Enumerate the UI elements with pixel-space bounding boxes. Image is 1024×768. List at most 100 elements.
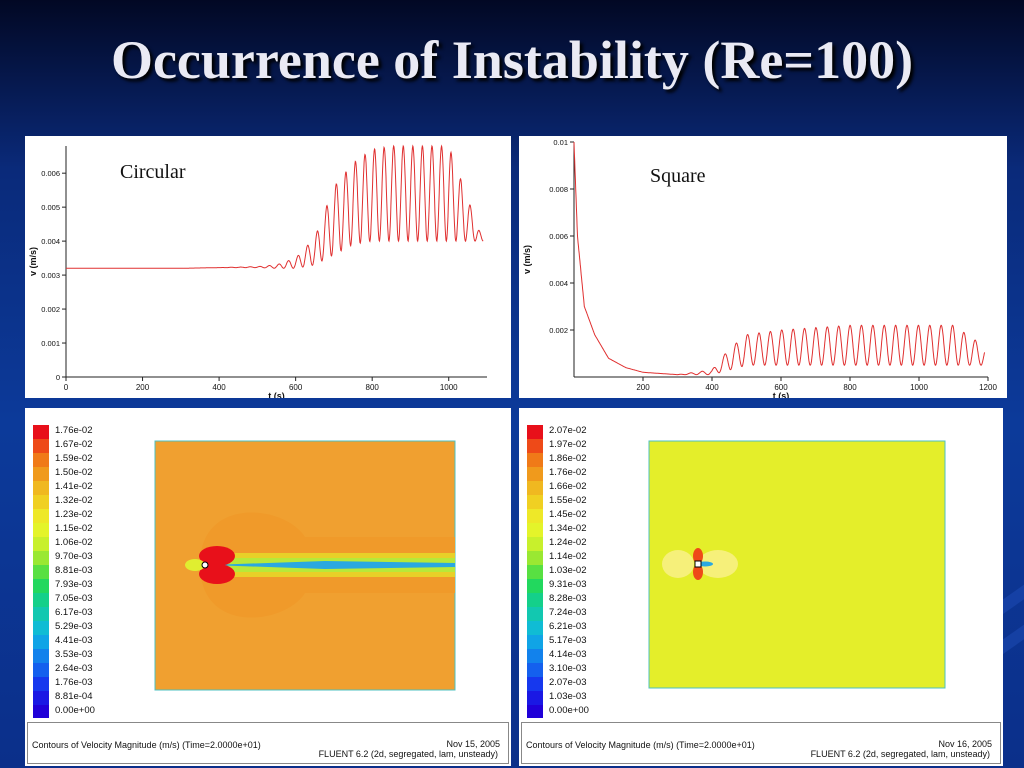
- circular-contour-svg: 1.76e-02 1.67e-02 1.59e-02 1.50e-02 1.41e-02…: [33, 425, 456, 718]
- high-velocity-lobe: [199, 546, 235, 566]
- high-velocity-lobe: [693, 548, 703, 564]
- series-line: [573, 141, 986, 376]
- x-axis-label: t (s): [773, 391, 790, 398]
- legend-swatch: [33, 621, 49, 635]
- legend-swatch: [527, 649, 543, 663]
- circular-chart-svg: 0 200 400 600 800 1000 0 0.001 0.002 0.003 0.004 0.…: [28, 144, 487, 398]
- x-tick-label: 400: [705, 383, 719, 392]
- high-velocity-lobe: [693, 564, 703, 580]
- legend-label: 1.23e-02: [55, 509, 93, 520]
- circular-cylinder: [201, 561, 209, 569]
- legend-swatch: [33, 439, 49, 453]
- footer-caption: Contours of Velocity Magnitude (m/s) (Ti…: [526, 740, 755, 750]
- legend-swatch: [33, 565, 49, 579]
- downstream-lobe: [698, 550, 738, 578]
- footer-caption: Contours of Velocity Magnitude (m/s) (Ti…: [32, 740, 261, 750]
- legend-label: 1.86e-02: [549, 453, 587, 464]
- y-tick-label: 0.002: [41, 305, 60, 314]
- legend-swatch: [33, 579, 49, 593]
- legend-swatch: [33, 607, 49, 621]
- legend-swatch: [527, 467, 543, 481]
- legend-label: 7.24e-03: [549, 607, 587, 618]
- legend-swatch: [527, 523, 543, 537]
- legend-label: 1.41e-02: [55, 481, 93, 492]
- y-tick-label: 0.006: [549, 232, 568, 241]
- legend-swatch: [527, 579, 543, 593]
- stagnation-zone: [185, 559, 205, 571]
- legend-swatch: [33, 523, 49, 537]
- legend-swatch: [527, 495, 543, 509]
- legend-label: 1.03e-02: [549, 565, 587, 576]
- legend-swatch: [527, 663, 543, 677]
- legend-swatch: [33, 481, 49, 495]
- legend-label: 8.28e-03: [549, 593, 587, 604]
- legend-label: 1.32e-02: [55, 495, 93, 506]
- legend-swatch: [33, 677, 49, 691]
- y-tick-label: 0.01: [553, 138, 568, 147]
- legend-swatch: [527, 677, 543, 691]
- footer-solver: FLUENT 6.2 (2d, segregated, lam, unstead…: [318, 749, 498, 759]
- legend-swatch: [527, 453, 543, 467]
- y-tick-label: 0.001: [41, 339, 60, 348]
- legend-swatch: [33, 495, 49, 509]
- x-tick-label: 1200: [979, 383, 997, 392]
- legend-label: 3.53e-03: [55, 649, 93, 660]
- legend-label: 8.81e-03: [55, 565, 93, 576]
- legend-label: 2.07e-03: [549, 677, 587, 688]
- y-tick-label: 0.006: [41, 169, 60, 178]
- circular-contour-plot: 1.76e-02 1.67e-02 1.59e-02 1.50e-02 1.41e-02…: [25, 408, 511, 766]
- legend-label: 1.76e-03: [55, 677, 93, 688]
- y-tick-label: 0.005: [41, 203, 60, 212]
- square-velocity-chart: 200 400 600 800 1000 1200 0.002 0.004 0.006 0.008…: [519, 136, 1007, 398]
- upstream-lobe: [662, 550, 694, 578]
- legend-swatch: [33, 663, 49, 677]
- contour-footer: Contours of Velocity Magnitude (m/s) (Ti…: [27, 722, 509, 764]
- x-tick-label: 1000: [440, 383, 458, 392]
- chart-label: Circular: [120, 161, 186, 183]
- legend-swatch: [33, 467, 49, 481]
- legend-swatch: [527, 705, 543, 718]
- legend-label: 4.14e-03: [549, 649, 587, 660]
- footer-solver: FLUENT 6.2 (2d, segregated, lam, unstead…: [810, 749, 990, 759]
- x-tick-label: 600: [774, 383, 788, 392]
- legend-label: 1.03e-03: [549, 691, 587, 702]
- legend-swatch: [33, 705, 49, 718]
- legend-label: 9.31e-03: [549, 579, 587, 590]
- contour-footer: Contours of Velocity Magnitude (m/s) (Ti…: [521, 722, 1001, 764]
- wake-centerline: [210, 561, 455, 569]
- high-velocity-lobe: [199, 564, 235, 584]
- legend-label: 2.07e-02: [549, 425, 587, 436]
- legend-label: 3.10e-03: [549, 663, 587, 674]
- y-tick-label: 0.004: [549, 279, 568, 288]
- legend-swatch: [527, 635, 543, 649]
- legend-swatch: [527, 607, 543, 621]
- chart-label: Square: [650, 165, 706, 187]
- legend-swatch: [527, 425, 543, 439]
- legend-label: 1.55e-02: [549, 495, 587, 506]
- legend-label: 6.17e-03: [55, 607, 93, 618]
- legend-swatch: [33, 551, 49, 565]
- legend-swatch: [33, 635, 49, 649]
- legend-label: 2.64e-03: [55, 663, 93, 674]
- legend-label: 1.76e-02: [549, 467, 587, 478]
- y-axis-label: v (m/s): [28, 247, 38, 276]
- legend-swatch: [33, 509, 49, 523]
- legend-label: 6.21e-03: [549, 621, 587, 632]
- legend-label: 9.70e-03: [55, 551, 93, 562]
- y-axis-label: v (m/s): [522, 245, 532, 274]
- y-tick-label: 0.003: [41, 271, 60, 280]
- x-tick-label: 800: [843, 383, 857, 392]
- footer-date: Nov 16, 2005: [938, 739, 992, 749]
- legend-swatch: [527, 593, 543, 607]
- y-tick-label: 0: [56, 373, 60, 382]
- x-tick-label: 400: [212, 383, 226, 392]
- legend-swatch: [527, 565, 543, 579]
- legend-label: 1.15e-02: [55, 523, 93, 534]
- legend-label: 1.14e-02: [549, 551, 587, 562]
- square-chart-svg: 200 400 600 800 1000 1200 0.002 0.004 0.006 0.008…: [522, 138, 997, 398]
- legend-label: 8.81e-04: [55, 691, 93, 702]
- legend-swatch: [527, 621, 543, 635]
- legend-swatch: [33, 593, 49, 607]
- legend-label: 1.67e-02: [55, 439, 93, 450]
- square-contour-plot: 2.07e-02 1.97e-02 1.86e-02 1.76e-02 1.66e-02…: [519, 408, 1003, 766]
